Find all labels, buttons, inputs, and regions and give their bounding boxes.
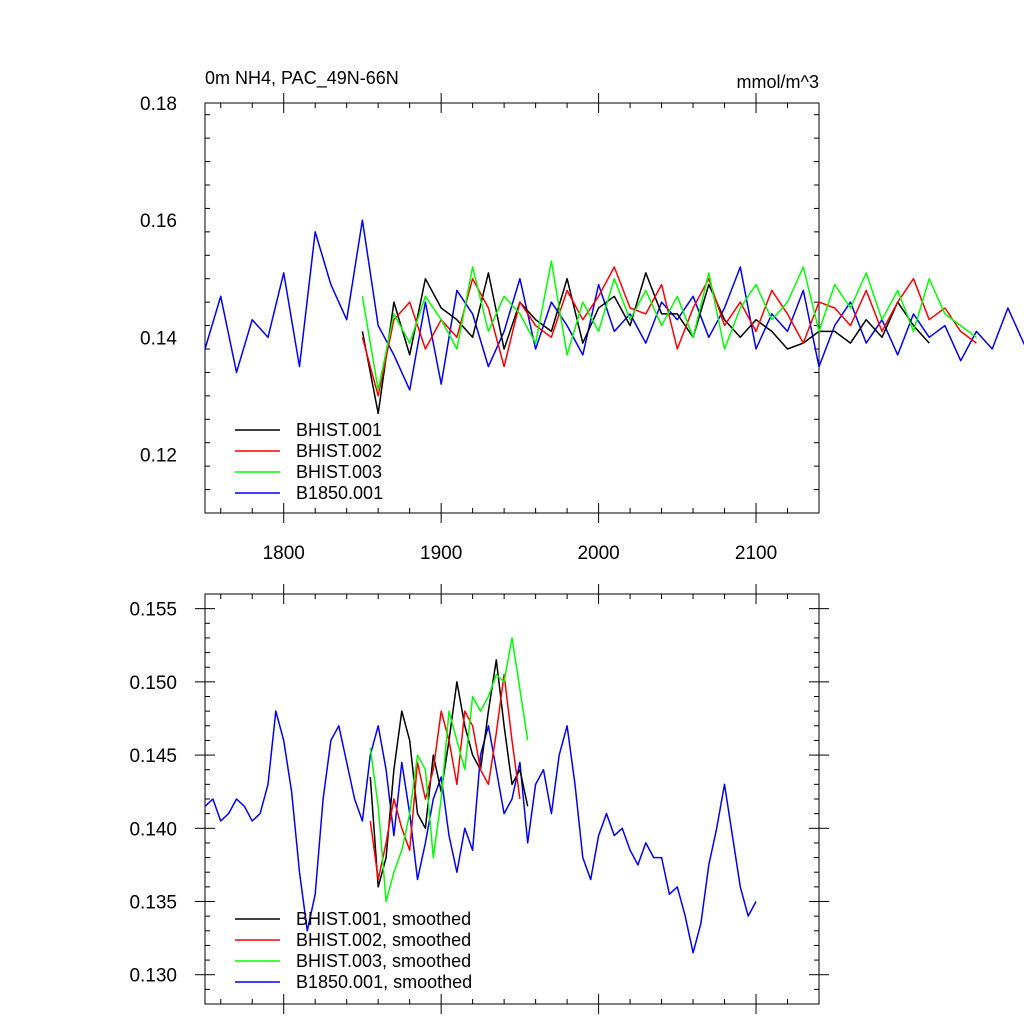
chart-title: 0m NH4, PAC_49N-66N (205, 68, 399, 89)
legend-label: B1850.001, smoothed (296, 972, 472, 992)
tick-group-bottom: 0.130 0.135 0.140 0.145 0.150 0.155 (129, 584, 829, 1014)
legend-label: B1850.001 (296, 483, 383, 503)
x-tick-label: 1800 (263, 543, 305, 564)
y-tick-label: 0.12 (140, 445, 177, 466)
legend-label: BHIST.003, smoothed (296, 951, 471, 971)
y-tick-label: 0.16 (140, 211, 177, 232)
panel-top: 0m NH4, PAC_49N-66N mmol/m^3 1800 1900 200… (140, 68, 1024, 564)
legend-label: BHIST.001 (296, 420, 382, 440)
y-tick-label: 0.145 (129, 746, 177, 767)
y-tick-label: 0.18 (140, 94, 177, 115)
y-tick-label: 0.140 (129, 819, 177, 840)
legend-label: BHIST.001, smoothed (296, 909, 471, 929)
y-tick-label: 0.150 (129, 673, 177, 694)
y-tick-label: 0.14 (140, 328, 177, 349)
series-line-bhist-001 (361, 272, 930, 415)
y-tick-label: 0.130 (129, 966, 177, 987)
series-group-top (204, 219, 1024, 415)
y-tick-label: 0.155 (129, 600, 177, 621)
tick-group-top: 1800 1900 2000 2100 0.12 0.14 0.16 0.18 (140, 93, 820, 564)
x-tick-label: 2100 (735, 543, 777, 564)
plot-frame-top (204, 102, 820, 514)
series-line-bhist-003 (369, 637, 529, 903)
series-line-bhist-001 (369, 659, 529, 888)
x-tick-label: 1900 (420, 543, 462, 564)
series-line-b1850-001 (204, 710, 757, 954)
y-tick-label: 0.135 (129, 893, 177, 914)
legend-label: BHIST.002 (296, 441, 382, 461)
series-group-bottom (204, 637, 757, 954)
legend-label: BHIST.003 (296, 462, 382, 482)
units-label: mmol/m^3 (737, 72, 819, 92)
series-line-bhist-002 (369, 673, 521, 881)
legend-label: BHIST.002, smoothed (296, 930, 471, 950)
series-line-bhist-003 (361, 260, 977, 391)
x-tick-label: 2000 (577, 543, 619, 564)
panel-bottom: 0.130 0.135 0.140 0.145 0.150 0.155 BHIST.001… (129, 584, 829, 1014)
series-line-b1850-001 (204, 219, 1024, 391)
